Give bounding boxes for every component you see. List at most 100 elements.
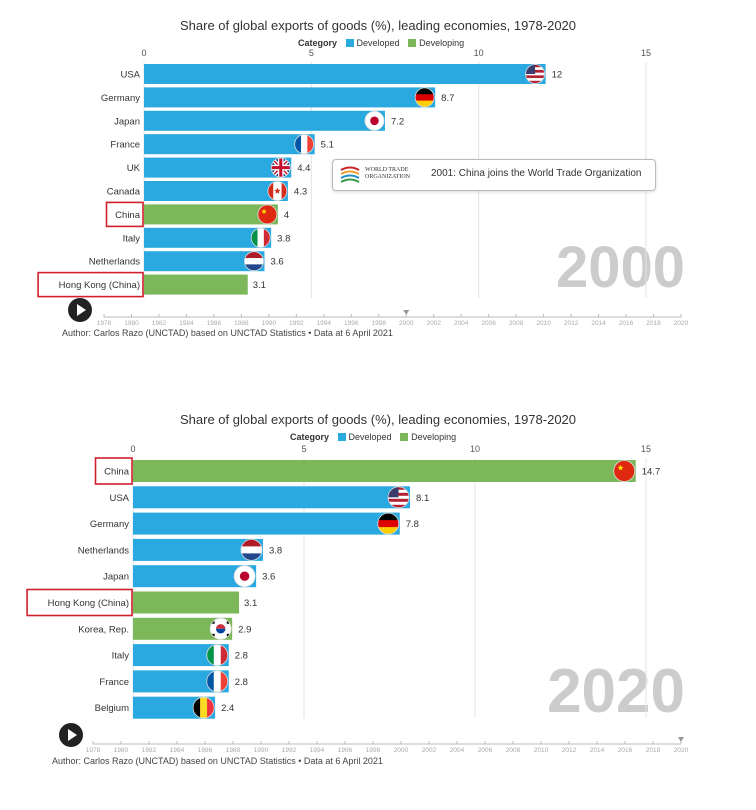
category-label-hong-kong-china: Hong Kong (China) <box>59 280 140 291</box>
category-label-france: France <box>110 140 140 151</box>
timeline-tick-label: 1996 <box>344 320 359 327</box>
category-label-netherlands: Netherlands <box>89 257 140 268</box>
timeline-tick-label: 2006 <box>481 320 496 327</box>
play-button[interactable] <box>59 723 83 747</box>
timeline-tick-label: 2012 <box>564 320 579 327</box>
value-label-china: 14.7 <box>642 467 661 478</box>
chart-title: Share of global exports of goods (%), le… <box>179 18 577 33</box>
timeline-tick-label: 1998 <box>372 320 387 327</box>
value-label-germany: 7.8 <box>406 519 419 530</box>
legend-title: Category <box>298 38 338 48</box>
timeline-tick-label: 1980 <box>114 747 129 754</box>
value-label-germany: 8.7 <box>441 93 454 104</box>
category-label-usa: USA <box>109 493 129 504</box>
highlight-box <box>37 271 144 298</box>
bar-netherlands <box>144 251 265 272</box>
timeline-tick-label: 2014 <box>591 320 606 327</box>
category-label-canada: Canada <box>107 187 141 198</box>
value-label-hong-kong-china: 3.1 <box>244 598 257 609</box>
category-label-japan: Japan <box>114 116 140 127</box>
value-label-belgium: 2.4 <box>221 703 234 714</box>
timeline-tick-label: 2002 <box>426 320 441 327</box>
legend-item-developed[interactable]: Developed <box>345 38 400 48</box>
germany-flag-icon <box>377 513 399 535</box>
category-label-germany: Germany <box>101 93 140 104</box>
bar-china <box>144 204 278 225</box>
timeline-tick-label: 2018 <box>646 747 661 754</box>
timeline-marker <box>678 737 684 742</box>
value-label-uk: 4.4 <box>297 163 310 174</box>
wto-annotation: WORLD TRADE ORGANIZATION 2001: China joi… <box>332 159 656 191</box>
uk-flag-icon <box>271 158 291 178</box>
category-label-uk: UK <box>127 163 141 174</box>
japan-flag-icon <box>364 111 384 131</box>
france-flag-icon <box>206 670 228 692</box>
value-label-netherlands: 3.8 <box>269 545 282 556</box>
timeline-tick-label: 1998 <box>366 747 381 754</box>
timeline-tick-label: 1996 <box>338 747 353 754</box>
value-label-canada: 4.3 <box>294 187 307 198</box>
x-tick-label: 5 <box>301 444 306 454</box>
category-label-japan: Japan <box>103 572 129 583</box>
bar-germany <box>133 512 400 535</box>
bar-japan <box>133 565 257 588</box>
x-tick-label: 15 <box>641 444 651 454</box>
legend: Category Developed Developing <box>298 38 470 48</box>
timeline-tick-label: 2000 <box>399 320 414 327</box>
timeline-tick-label: 2020 <box>674 320 689 327</box>
timeline-tick-label: 1982 <box>152 320 167 327</box>
timeline-tick-label: 2002 <box>422 747 437 754</box>
highlight-box <box>94 457 133 485</box>
chart-panel-2020: Share of global exports of goods (%), le… <box>0 400 756 800</box>
year-watermark: 2020 <box>547 657 685 726</box>
x-tick-label: 5 <box>309 48 314 58</box>
france-flag-icon <box>294 134 314 154</box>
netherlands-flag-icon <box>244 251 264 271</box>
bar-canada <box>144 181 288 201</box>
timeline-tick-label: 1986 <box>198 747 213 754</box>
x-tick-label: 10 <box>470 444 480 454</box>
timeline-tick-label: 1980 <box>124 320 139 327</box>
timeline-tick-label: 2004 <box>450 747 465 754</box>
value-label-netherlands: 3.6 <box>270 257 283 268</box>
timeline-tick-label: 2008 <box>509 320 524 327</box>
bar-netherlands <box>133 538 263 561</box>
highlight-box <box>105 201 144 228</box>
timeline-tick-label: 1990 <box>254 747 269 754</box>
legend-item-developed[interactable]: Developed <box>337 432 392 442</box>
legend-item-developing[interactable]: Developing <box>408 38 464 48</box>
year-watermark: 2000 <box>556 235 685 300</box>
legend-label-developing: Developing <box>419 38 465 48</box>
usa-flag-icon <box>388 486 410 508</box>
timeline-tick-label: 2010 <box>536 320 551 327</box>
timeline-tick-label: 1984 <box>170 747 185 754</box>
bar-uk <box>144 157 292 178</box>
timeline-tick-label: 2008 <box>506 747 521 754</box>
china-flag-icon <box>257 204 277 224</box>
bar-france <box>133 670 229 693</box>
value-label-italy: 3.8 <box>277 233 290 244</box>
timeline-tick-label: 2010 <box>534 747 549 754</box>
japan-flag-icon <box>234 565 256 587</box>
timeline-tick-label: 1990 <box>262 320 277 327</box>
value-label-france: 5.1 <box>321 140 334 151</box>
play-button[interactable] <box>68 298 92 322</box>
bar-italy <box>133 644 229 667</box>
author-note: Author: Carlos Razo (UNCTAD) based on UN… <box>52 756 383 766</box>
timeline-tick-label: 1986 <box>207 320 222 327</box>
wto-logo-icon <box>340 166 360 183</box>
x-tick-label: 0 <box>141 48 146 58</box>
timeline-tick-label: 2006 <box>478 747 493 754</box>
timeline-tick-label: 2014 <box>590 747 605 754</box>
bar-china <box>133 460 636 482</box>
bar-chart-2000: 2000 0 5 10 15 USA 12 Germany 8.7 Japan 7.2 France 5… <box>37 48 689 327</box>
belgium-flag-icon <box>193 697 215 719</box>
value-label-usa: 12 <box>552 70 563 81</box>
bar-korea-rep <box>133 617 233 640</box>
usa-flag-icon <box>525 64 545 84</box>
category-label-netherlands: Netherlands <box>78 545 129 556</box>
legend-item-developing[interactable]: Developing <box>400 432 456 442</box>
timeline-tick-label: 2016 <box>618 747 633 754</box>
author-note: Author: Carlos Razo (UNCTAD) based on UN… <box>62 328 393 338</box>
highlight-box <box>26 588 133 617</box>
